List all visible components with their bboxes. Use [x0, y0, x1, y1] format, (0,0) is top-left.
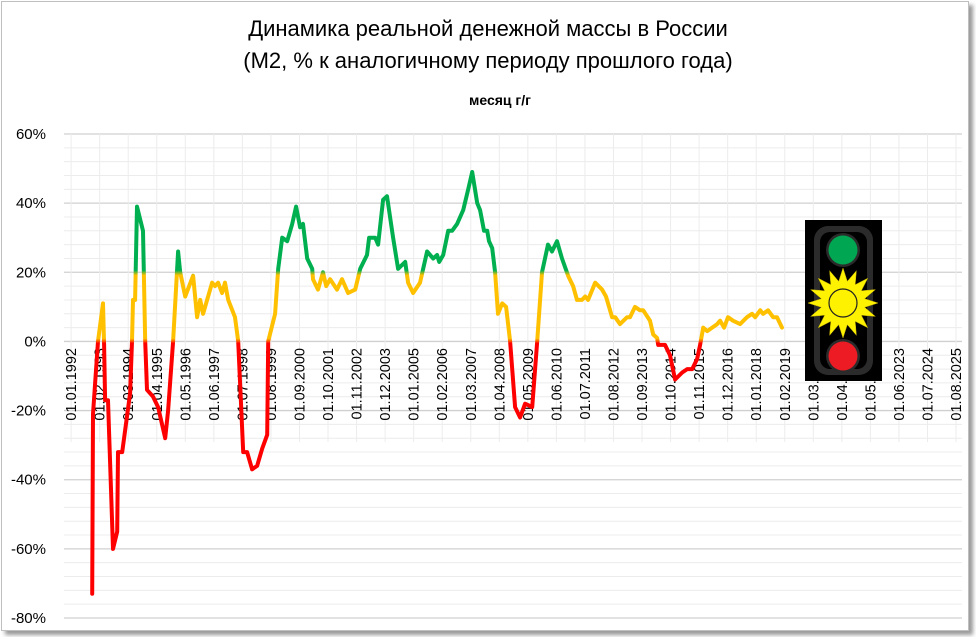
y-axis-labels: 60% 40% 20% 0% -20% -40% -60% -80% [11, 126, 46, 627]
x-tick-label: 01.07.2024 [920, 348, 936, 421]
y-tick-label: -40% [11, 472, 46, 489]
x-tick-label: 01.12.2016 [721, 348, 737, 421]
series-line-mesyac-gg [90, 170, 784, 596]
y-tick-label: -60% [11, 541, 46, 558]
chart-title: Динамика реальной денежной массы в Росси… [248, 16, 728, 41]
legend: месяц г/г [437, 92, 531, 108]
x-tick-label: 01.01.2018 [749, 348, 765, 421]
x-tick-label: 01.02.2006 [435, 348, 451, 421]
x-tick-label: 01.05.1996 [178, 348, 194, 421]
x-tick-label: 01.10.2014 [664, 348, 680, 421]
x-tick-label: 01.09.2013 [635, 348, 651, 421]
green-light-icon [828, 235, 858, 265]
x-tick-label: 01.07.2011 [578, 348, 594, 420]
x-tick-label: 01.01.2005 [407, 348, 423, 421]
y-tick-label: 20% [16, 264, 46, 281]
chart-subtitle: (М2, % к аналогичному периоду прошлого г… [243, 48, 732, 73]
x-tick-label: 01.01.1992 [64, 348, 80, 421]
x-tick-label: 01.08.2025 [949, 348, 965, 421]
x-tick-label: 01.09.2000 [292, 348, 308, 421]
x-tick-label: 01.03.2007 [464, 348, 480, 421]
x-tick-label: 01.10.2001 [321, 348, 337, 421]
red-light-icon [828, 341, 858, 371]
yellow-light-icon [828, 288, 858, 318]
legend-label: месяц г/г [469, 92, 531, 108]
x-tick-label: 01.11.2002 [350, 348, 366, 420]
y-tick-label: 40% [16, 195, 46, 212]
y-tick-label: -80% [11, 610, 46, 627]
x-tick-label: 01.06.1997 [207, 348, 223, 421]
x-tick-label: 01.12.2003 [378, 348, 394, 421]
traffic-light [805, 220, 882, 381]
x-tick-label: 01.06.2023 [892, 348, 908, 421]
x-tick-label: 01.08.2012 [606, 348, 622, 421]
y-tick-label: 0% [24, 333, 46, 350]
x-tick-label: 01.06.2010 [549, 348, 565, 421]
x-tick-label: 01.04.2008 [492, 348, 508, 421]
y-tick-label: 60% [16, 126, 46, 143]
x-tick-label: 01.02.2019 [778, 348, 794, 421]
x-tick-label: 01.11.2015 [692, 348, 708, 420]
y-tick-label: -20% [11, 403, 46, 420]
